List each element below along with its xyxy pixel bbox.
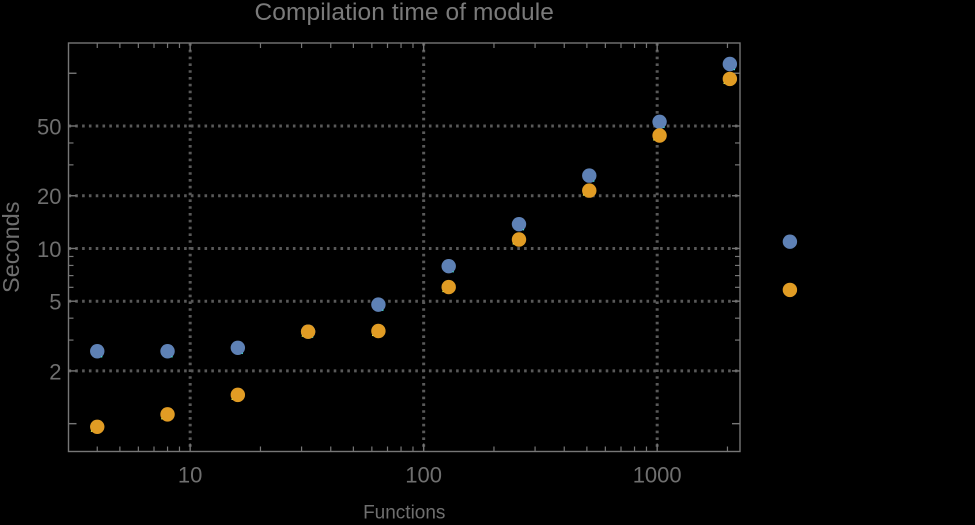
- svg-text:2: 2: [49, 359, 61, 384]
- svg-text:Functions: Functions: [363, 503, 445, 524]
- svg-text:100: 100: [405, 463, 442, 488]
- svg-text:5: 5: [49, 290, 61, 315]
- svg-text:10: 10: [37, 237, 61, 262]
- svg-text:20: 20: [37, 184, 61, 209]
- svg-text:Seconds: Seconds: [0, 202, 24, 293]
- svg-text:50: 50: [37, 114, 61, 139]
- svg-text:1000: 1000: [633, 463, 682, 488]
- svg-text:10: 10: [178, 463, 202, 488]
